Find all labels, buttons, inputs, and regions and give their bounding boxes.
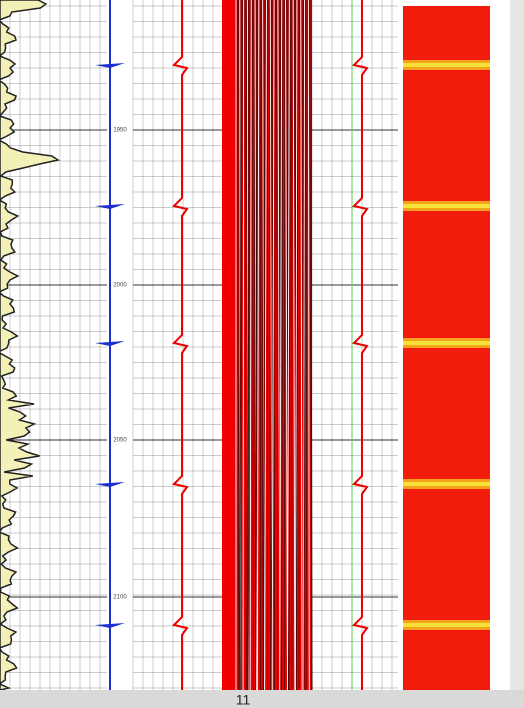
vdl-trace bbox=[242, 0, 245, 691]
vdl-trace bbox=[300, 0, 303, 691]
vdl-trace bbox=[305, 0, 308, 691]
vdl-trace bbox=[307, 0, 310, 691]
vdl-trace bbox=[253, 0, 257, 691]
vdl-trace bbox=[255, 0, 258, 691]
vdl-trace bbox=[310, 0, 313, 691]
vdl-trace bbox=[281, 0, 284, 691]
footer-bar bbox=[0, 690, 524, 708]
map-band-core bbox=[403, 63, 490, 67]
page-number: 11 bbox=[236, 692, 251, 708]
vdl-bg bbox=[222, 0, 312, 690]
vdl-trace bbox=[271, 0, 274, 691]
vdl-trace bbox=[298, 0, 300, 691]
curves bbox=[0, 0, 490, 691]
vdl-trace bbox=[263, 0, 266, 691]
vdl-trace bbox=[294, 0, 298, 691]
vdl-trace bbox=[309, 0, 312, 691]
depth-label: 1950 bbox=[113, 128, 127, 134]
vdl-trace bbox=[249, 0, 252, 691]
amplitude-curve bbox=[172, 0, 189, 690]
vdl-trace bbox=[256, 0, 260, 691]
gamma-fill bbox=[0, 0, 60, 691]
vdl-trace bbox=[276, 0, 279, 691]
vdl-trace bbox=[288, 0, 291, 691]
vdl-trace bbox=[292, 0, 296, 691]
vdl-trace bbox=[279, 0, 283, 691]
transit-curve bbox=[352, 0, 369, 690]
vdl-trace bbox=[247, 0, 249, 691]
vdl-trace bbox=[274, 0, 276, 691]
vdl-trace bbox=[285, 0, 288, 691]
vdl-trace bbox=[296, 0, 299, 691]
map-band-core bbox=[403, 204, 490, 208]
vdl-trace bbox=[261, 0, 264, 691]
map-band-core bbox=[403, 341, 490, 345]
map-band-core bbox=[403, 482, 490, 486]
collar-marker bbox=[95, 63, 125, 68]
collar-marker bbox=[95, 623, 125, 628]
vdl-trace bbox=[239, 0, 242, 691]
collar-marker bbox=[95, 204, 125, 209]
vdl-trace bbox=[264, 0, 267, 691]
depth-label: 2050 bbox=[113, 438, 127, 444]
vdl-trace bbox=[240, 0, 243, 691]
depth-labels: 1950 2000 2050 2100 bbox=[113, 128, 127, 601]
vdl-trace bbox=[283, 0, 286, 691]
vdl-trace bbox=[303, 0, 306, 691]
depth-label: 2000 bbox=[113, 283, 127, 289]
right-margin bbox=[510, 0, 524, 690]
collar-marker bbox=[95, 341, 125, 346]
vdl-trace bbox=[244, 0, 247, 691]
collar-marker bbox=[95, 482, 125, 487]
vdl-trace bbox=[287, 0, 290, 691]
depth-label: 2100 bbox=[113, 595, 127, 601]
vdl-trace bbox=[252, 0, 254, 691]
map-band-core bbox=[403, 623, 490, 627]
vdl-trace bbox=[271, 0, 275, 691]
vdl-trace bbox=[303, 0, 307, 691]
vdl-trace bbox=[268, 0, 271, 691]
vdl-trace bbox=[247, 0, 251, 691]
vdl-trace bbox=[236, 0, 240, 691]
